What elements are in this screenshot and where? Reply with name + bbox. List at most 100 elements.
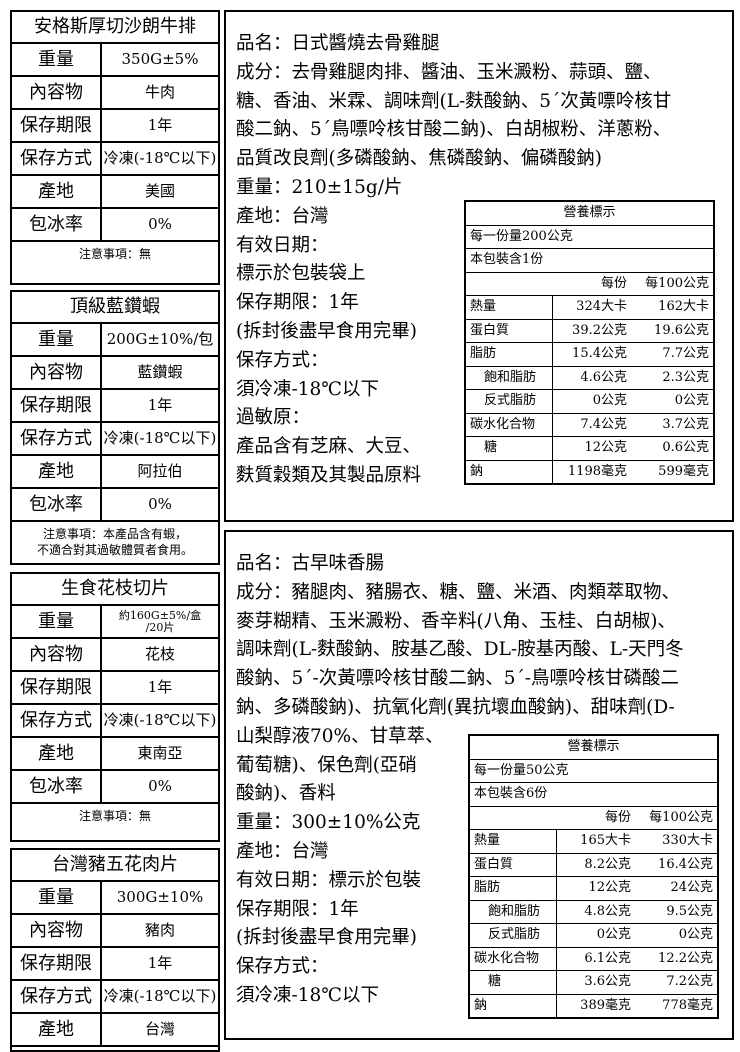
nutrient-name: 飽和脂肪 (466, 366, 553, 389)
nutrient-per-100g: 778毫克 (662, 997, 713, 1013)
nutrient-per-serving: 6.1公克 (584, 950, 631, 966)
spec-label: 重量 (12, 882, 102, 913)
servings-per-pack: 本包裝含6份 (470, 783, 717, 807)
spec-value: 美國 (144, 181, 175, 200)
spec-row: 重量 300G±10% (12, 882, 218, 915)
product-text: 有效日期：標示於包裝 (236, 869, 422, 891)
nutrient-name: 碳水化合物 (466, 413, 553, 436)
spec-value: 冷凍(-18℃以下) (103, 148, 217, 167)
nutrient-per-serving: 4.8公克 (584, 903, 631, 919)
nutrient-name: 鈉 (466, 460, 553, 483)
nutrition-title: 營養標示 (466, 202, 713, 226)
nutrient-per-serving: 0公克 (596, 927, 631, 942)
nutrition-header: 每份 每100公克 (466, 273, 713, 296)
product-box: 品名：古早味香腸 成分：豬腿肉、豬腸衣、糖、鹽、米酒、肉類萃取物、 麥芽糊精、玉米澱… (224, 530, 734, 1040)
spec-value: 300G±10% (116, 887, 204, 906)
spec-row: 產地 美國 (12, 176, 218, 209)
nutrient-per-serving: 324大卡 (576, 299, 627, 314)
nutrient-row: 脂肪 15.4公克 7.7公克 (466, 343, 713, 367)
spec-row: 保存方式 冷凍(-18℃以下) (12, 423, 218, 456)
nutrient-name: 反式脂肪 (470, 924, 557, 947)
nutrient-row: 熱量 324大卡 162大卡 (466, 296, 713, 320)
nutrient-per-100g: 12.2公克 (658, 950, 713, 966)
nutrient-row: 飽和脂肪 4.6公克 2.3公克 (466, 366, 713, 390)
spec-label: 內容物 (12, 357, 102, 388)
spec-label: 保存期限 (12, 390, 102, 421)
spec-value: 冷凍(-18℃以下) (103, 710, 217, 729)
nutrient-per-serving: 3.6公克 (584, 974, 631, 989)
spec-label: 保存方式 (12, 981, 102, 1012)
nutrient-name: 飽和脂肪 (470, 900, 557, 923)
spec-row: 重量 200G±10%/包 (12, 324, 218, 357)
spec-label: 重量 (12, 44, 102, 75)
nutrient-per-serving: 1198毫克 (567, 463, 627, 479)
nutrient-row: 碳水化合物 7.4公克 3.7公克 (466, 413, 713, 437)
spec-row: 保存期限 1年 (12, 948, 218, 981)
spec-label: 內容物 (12, 915, 102, 946)
spec-row: 包冰率 0% (12, 489, 218, 522)
spec-value: 約160G±5%/盒 /20片 (118, 608, 202, 634)
nutrient-row: 鈉 1198毫克 599毫克 (466, 460, 713, 483)
spec-row: 保存期限 1年 (12, 672, 218, 705)
spec-label: 產地 (12, 176, 102, 207)
spec-value: 200G±10%/包 (106, 329, 214, 348)
nutrient-per-100g: 0.6公克 (662, 440, 709, 455)
nutrient-per-100g: 3.7公克 (662, 416, 709, 432)
spec-label: 產地 (12, 456, 102, 487)
spec-value: 藍鑽蝦 (137, 362, 183, 381)
nutrient-name: 碳水化合物 (470, 947, 557, 970)
nutrient-per-100g: 599毫克 (658, 463, 709, 479)
spec-label: 產地 (12, 738, 102, 769)
header-per-serving: 每份 (604, 809, 631, 825)
spec-label: 內容物 (12, 639, 102, 670)
product-card: 安格斯厚切沙朗牛排 重量 350G±5% 內容物 牛肉 保存期限 1年 保存方式 冷凍(-18℃… (10, 10, 220, 285)
spec-row: 產地 阿拉伯 (12, 456, 218, 489)
nutrient-row: 糖 3.6公克 7.2公克 (470, 971, 717, 995)
spec-row: 保存方式 冷凍(-18℃以下) (12, 143, 218, 176)
nutrient-per-100g: 162大卡 (658, 299, 709, 314)
nutrient-name: 糖 (466, 437, 553, 460)
nutrient-per-100g: 9.5公克 (666, 903, 713, 919)
nutrient-row: 反式脂肪 0公克 0公克 (470, 924, 717, 948)
product-text: 成分：去骨雞腿肉排、醬油、玉米澱粉、蒜頭、鹽、 (236, 61, 662, 83)
nutrient-per-100g: 24公克 (670, 880, 713, 895)
spec-row: 重量 約160G±5%/盒 /20片 (12, 606, 218, 639)
spec-label: 包冰率 (12, 771, 102, 802)
spec-value: 牛肉 (144, 82, 175, 101)
product-text: 保存期限：1年 (236, 292, 359, 314)
spec-label: 包冰率 (12, 209, 102, 240)
spec-row: 產地 台灣 (12, 1014, 218, 1047)
nutrient-per-100g: 2.3公克 (662, 369, 709, 385)
nutrient-row: 糖 12公克 0.6公克 (466, 437, 713, 461)
spec-value: 1年 (147, 395, 173, 414)
spec-value: 豬肉 (144, 920, 175, 939)
header-per-100g: 每100公克 (645, 275, 709, 291)
nutrient-name: 脂肪 (470, 877, 557, 900)
nutrient-row: 蛋白質 8.2公克 16.4公克 (470, 853, 717, 877)
card-title: 頂級藍鑽蝦 (12, 292, 218, 324)
nutrient-per-serving: 8.2公克 (584, 856, 631, 872)
nutrient-name: 糖 (470, 971, 557, 994)
spec-value: 350G±5% (121, 49, 199, 68)
nutrient-name: 蛋白質 (470, 853, 557, 876)
spec-row: 重量 350G±5% (12, 44, 218, 77)
product-text: 保存期限：1年 (236, 898, 359, 920)
product-text: 山梨醇液70%、甘草萃、 (236, 725, 444, 747)
card-title: 安格斯厚切沙朗牛排 (12, 12, 218, 44)
spec-row: 包冰率 0% (12, 209, 218, 242)
card-title: 生食花枝切片 (12, 574, 218, 606)
product-text: 品名：古早味香腸 (236, 553, 385, 574)
nutrition-table: 營養標示 每一份量200公克 本包裝含1份 每份 每100公克 熱量 324大卡 162大卡蛋… (464, 200, 715, 485)
product-box: 品名：日式醬燒去骨雞腿 成分：去骨雞腿肉排、醬油、玉米澱粉、蒜頭、鹽、 糖、香油、米… (224, 10, 734, 522)
nutrient-name: 脂肪 (466, 343, 553, 366)
product-text: 保存方式： (236, 956, 329, 978)
product-text: 成分：豬腿肉、豬腸衣、糖、鹽、米酒、肉類萃取物、 (236, 581, 681, 603)
product-text: 產地：台灣 (236, 841, 329, 862)
product-card: 頂級藍鑽蝦 重量 200G±10%/包 內容物 藍鑽蝦保存期限 1年保存方式 冷凍(-18℃… (10, 290, 220, 565)
product-card: 台灣豬五花肉片 重量 300G±10% 內容物 豬肉 保存期限 1年 保存方式 冷凍(-18℃以… (10, 848, 220, 1052)
card-note: 注意事項：本產品含有蝦， 不適合對其過敏體質者食用。 (36, 527, 193, 558)
spec-label: 包冰率 (12, 489, 102, 520)
product-text: 品質改良劑(多磷酸鈉、焦磷酸鈉、偏磷酸鈉) (236, 148, 602, 170)
nutrient-per-serving: 0公克 (592, 393, 627, 408)
serving-size: 每一份量200公克 (466, 226, 713, 249)
